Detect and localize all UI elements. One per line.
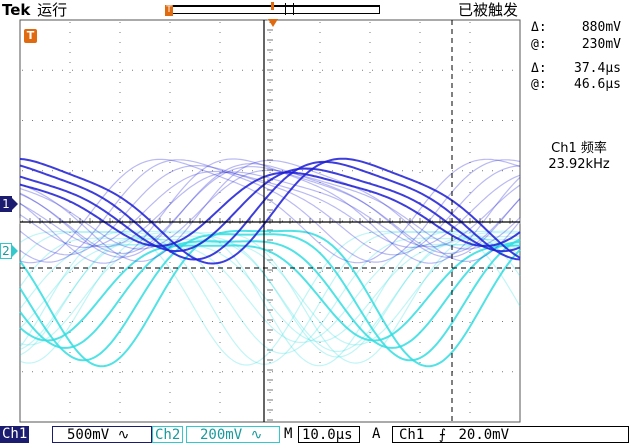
ch1-status-label: Ch1 bbox=[0, 426, 30, 443]
brand-logo: Tek 运行 bbox=[2, 0, 67, 20]
ch2-ground-marker[interactable]: 2 bbox=[0, 243, 18, 259]
ch2-traces-trace bbox=[19, 244, 521, 343]
ch2-coupling-icon: ∿ bbox=[250, 427, 263, 443]
ch2-traces-trace bbox=[19, 237, 521, 355]
ch1-coupling-icon: ∿ bbox=[117, 427, 130, 443]
trigger-source: Ch1 bbox=[399, 427, 425, 443]
ch2-traces-trace bbox=[19, 232, 520, 364]
ch1-waveform bbox=[19, 157, 521, 265]
ch2-traces-trace bbox=[19, 243, 521, 343]
timebase-box[interactable]: 10.0µs bbox=[298, 426, 360, 443]
ch1-traces-trace bbox=[19, 167, 521, 253]
voltage-delta-label: Δ: bbox=[531, 20, 547, 35]
ch1-traces-trace bbox=[19, 157, 521, 265]
ch1-traces-trace bbox=[19, 170, 521, 249]
record-cursor-tick-1 bbox=[285, 3, 286, 15]
time-at-value: 46.6µs bbox=[574, 77, 621, 92]
time-cursor-delta: Δ: 37.4µs bbox=[531, 61, 621, 77]
ch1-traces-trace bbox=[19, 158, 521, 264]
ch2-traces-trace bbox=[19, 233, 521, 362]
ch2-traces-trace bbox=[19, 230, 521, 367]
time-cursor-at: @: 46.6µs bbox=[531, 77, 621, 93]
status-bar: Ch1 500mV ∿ Ch2 200mV ∿ M 10.0µs A Ch1 ⨍… bbox=[0, 425, 629, 444]
voltage-at-value: 230mV bbox=[581, 37, 621, 52]
ch1-traces-trace bbox=[19, 163, 521, 258]
trigger-position-pin bbox=[271, 2, 274, 10]
trigger-position-marker[interactable] bbox=[268, 19, 278, 27]
ch2-traces-trace bbox=[19, 231, 521, 366]
ch2-scale-box[interactable]: 200mV ∿ bbox=[186, 426, 280, 443]
ch1-traces-trace bbox=[19, 169, 521, 250]
graticule-grid bbox=[19, 19, 521, 421]
brand-text: Tek bbox=[2, 1, 31, 19]
ch1-scale: 500mV bbox=[67, 427, 110, 443]
ch2-waveform bbox=[19, 229, 521, 368]
ch1-traces-trace bbox=[19, 171, 521, 248]
trigger-slope-icon: ⨍ bbox=[438, 427, 447, 443]
record-window bbox=[169, 6, 379, 14]
ch2-status-label: Ch2 bbox=[152, 426, 184, 443]
ch1-status[interactable]: Ch1 bbox=[0, 425, 52, 444]
record-trigger-icon: T bbox=[165, 5, 173, 16]
record-cursor-tick-2 bbox=[293, 3, 294, 15]
ch2-traces-trace bbox=[19, 229, 521, 368]
ch2-traces-trace bbox=[19, 244, 520, 342]
voltage-cursor-at: @: 230mV bbox=[531, 37, 621, 53]
ch1-traces-trace bbox=[19, 166, 521, 255]
ch2-traces-trace bbox=[19, 238, 521, 352]
trigger-mode-label: A bbox=[372, 426, 381, 442]
ch2-status[interactable]: Ch2 bbox=[152, 425, 188, 444]
cursor-lines bbox=[20, 20, 520, 422]
ch1-traces-trace bbox=[19, 160, 521, 261]
ch2-marker-label: 2 bbox=[0, 243, 12, 259]
ch2-traces-trace bbox=[19, 231, 521, 365]
ch1-traces-trace bbox=[19, 158, 521, 264]
ch1-traces-trace bbox=[19, 165, 521, 256]
ch1-marker-label: 1 bbox=[0, 196, 12, 212]
ch2-scale: 200mV bbox=[200, 427, 243, 443]
time-at-label: @: bbox=[531, 77, 547, 92]
measurement-label: Ch1 频率 bbox=[551, 141, 607, 156]
timebase-label: M bbox=[284, 426, 293, 442]
ch1-traces-trace bbox=[19, 171, 521, 248]
record-position-bar[interactable] bbox=[168, 5, 380, 14]
timebase-value: 10.0µs bbox=[302, 427, 353, 443]
ch1-ground-marker[interactable]: 1 bbox=[0, 196, 18, 212]
ch1-scale-box[interactable]: 500mV ∿ bbox=[52, 426, 152, 443]
voltage-delta-value: 880mV bbox=[581, 20, 621, 35]
time-delta-value: 37.4µs bbox=[574, 61, 621, 76]
measurement-value: 23.92kHz bbox=[548, 157, 610, 172]
trigger-level: 20.0mV bbox=[458, 427, 510, 443]
ch1-traces-trace bbox=[19, 159, 521, 263]
trigger-marker-icon[interactable]: T bbox=[24, 29, 37, 43]
ch2-traces-trace bbox=[19, 235, 520, 358]
voltage-cursor-delta: Δ: 880mV bbox=[531, 20, 621, 36]
time-delta-label: Δ: bbox=[531, 61, 547, 76]
trigger-box[interactable]: Ch1 ⨍ 20.0mV bbox=[392, 426, 629, 443]
run-state: 运行 bbox=[37, 1, 68, 19]
ch2-traces-trace bbox=[19, 242, 520, 346]
voltage-at-label: @: bbox=[531, 37, 547, 52]
trigger-state: 已被触发 bbox=[458, 1, 519, 19]
ch2-traces-trace bbox=[19, 240, 521, 349]
ch1-traces-trace bbox=[19, 159, 521, 263]
